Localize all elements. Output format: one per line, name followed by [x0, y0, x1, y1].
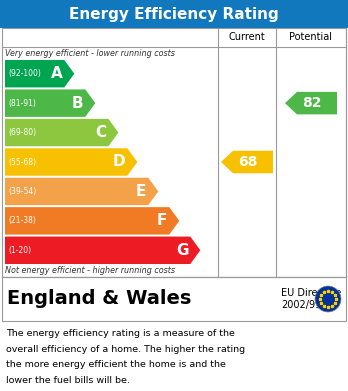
Polygon shape [5, 207, 179, 235]
Text: the more energy efficient the home is and the: the more energy efficient the home is an… [6, 360, 226, 369]
Text: 68: 68 [238, 155, 258, 169]
Polygon shape [285, 92, 337, 115]
Text: (69-80): (69-80) [8, 128, 36, 137]
Polygon shape [5, 237, 200, 264]
Text: Very energy efficient - lower running costs: Very energy efficient - lower running co… [5, 49, 175, 58]
Polygon shape [5, 90, 95, 117]
Text: (81-91): (81-91) [8, 99, 36, 108]
Text: England & Wales: England & Wales [7, 289, 191, 308]
Text: EU Directive: EU Directive [281, 288, 341, 298]
Text: Not energy efficient - higher running costs: Not energy efficient - higher running co… [5, 266, 175, 275]
Text: C: C [95, 125, 106, 140]
Text: The energy efficiency rating is a measure of the: The energy efficiency rating is a measur… [6, 329, 235, 338]
Text: Potential: Potential [290, 32, 332, 43]
Text: A: A [50, 66, 62, 81]
Text: (21-38): (21-38) [8, 216, 36, 225]
Text: overall efficiency of a home. The higher the rating: overall efficiency of a home. The higher… [6, 344, 245, 353]
Text: (39-54): (39-54) [8, 187, 36, 196]
Bar [2, 28, 346, 277]
Text: (55-68): (55-68) [8, 158, 36, 167]
Text: Current: Current [229, 32, 266, 43]
Polygon shape [5, 148, 137, 176]
Text: F: F [157, 213, 167, 228]
Text: 2002/91/EC: 2002/91/EC [281, 300, 337, 310]
Bar [0, 0, 348, 28]
Circle shape [315, 286, 341, 312]
Bar [2, 277, 346, 321]
Text: G: G [176, 243, 188, 258]
Text: lower the fuel bills will be.: lower the fuel bills will be. [6, 376, 130, 385]
Polygon shape [221, 151, 273, 173]
Text: D: D [113, 154, 125, 170]
Text: B: B [72, 96, 83, 111]
Polygon shape [5, 60, 74, 88]
Text: E: E [136, 184, 146, 199]
Polygon shape [5, 119, 118, 146]
Text: (1-20): (1-20) [8, 246, 31, 255]
Polygon shape [5, 178, 158, 205]
Text: Energy Efficiency Rating: Energy Efficiency Rating [69, 7, 279, 22]
Text: (92-100): (92-100) [8, 69, 41, 78]
Text: 82: 82 [302, 96, 322, 110]
